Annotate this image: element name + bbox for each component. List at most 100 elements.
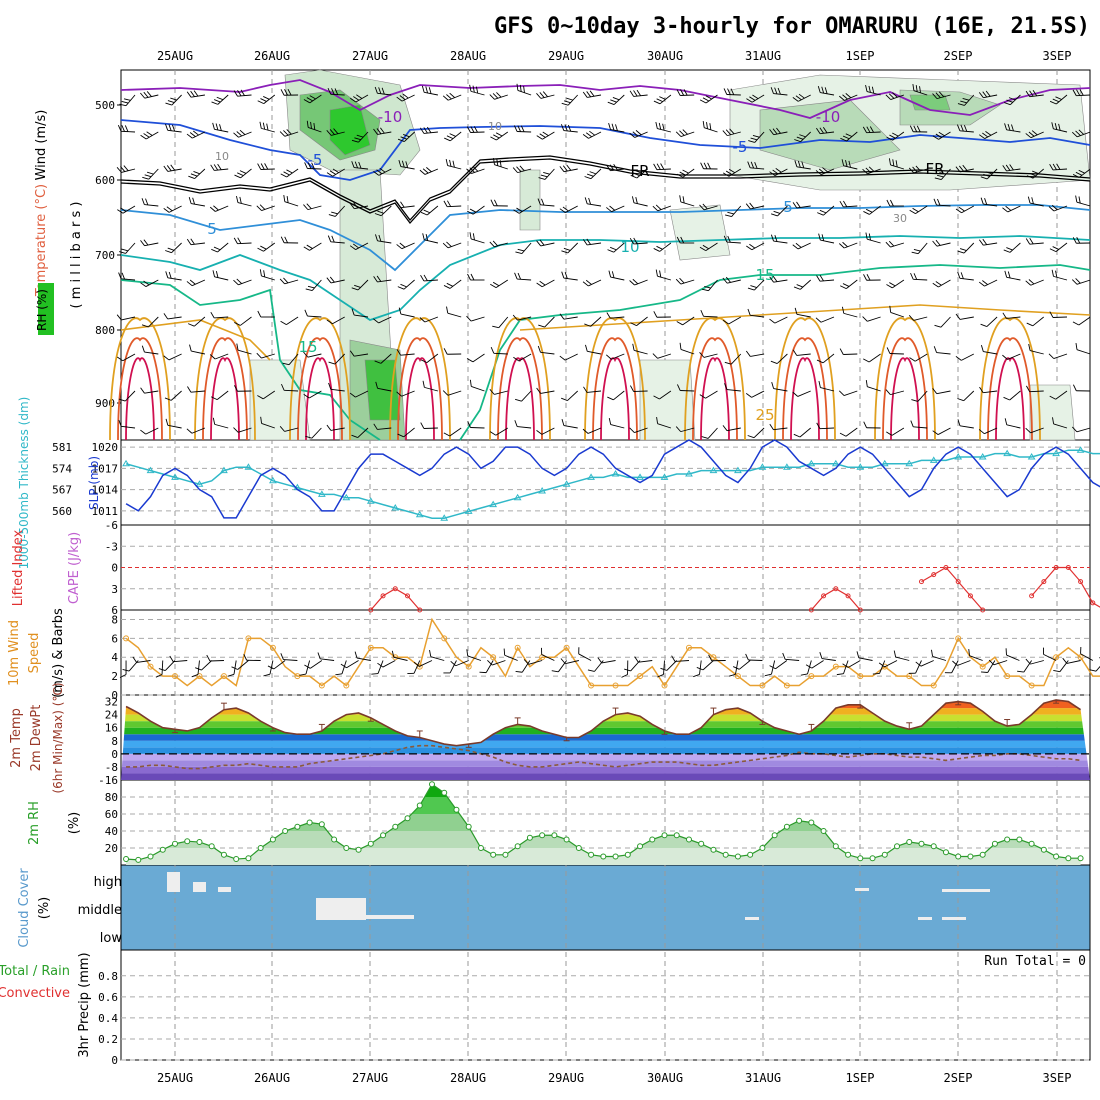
wind10-point [955,635,962,642]
upper-wind-barb [838,390,858,396]
rh-point [1065,855,1072,862]
upper-wind-barb [536,131,555,140]
li-point [1090,600,1096,606]
temp-tick-label: 16 [105,722,118,735]
upper-wind-barb [187,316,206,327]
ylabel-temperature: Temperature (°C) [34,184,49,297]
rh-point [123,856,130,863]
ylabel-2m-dewpt: 2m DewPt [29,705,44,772]
rh-point [857,855,864,862]
rh-point [318,821,325,828]
upper-wind-barb [910,272,928,281]
thickness-point [880,459,889,467]
warm-isotherm-loop [584,317,646,441]
warm-isotherm-loop [600,357,630,441]
upper-wind-barb [770,205,788,217]
upper-wind-barb [257,242,276,252]
rh-point [392,823,399,830]
ylabel-2m-rh: 2m RH [27,801,42,845]
upper-wind-barb [561,419,578,429]
upper-wind-barb [932,131,951,140]
thickness-point [1027,453,1036,460]
cloud-bar [745,917,759,920]
thickness-point [538,487,547,494]
upper-wind-barb [584,316,602,327]
rh-point [1028,840,1035,847]
upper-wind-barb [536,279,555,288]
thickness-point [464,507,473,514]
thickness-point [636,473,644,480]
wind10-point [685,644,692,651]
rh-point [526,834,533,841]
rh-point [600,853,607,860]
upper-wind-barb [1025,279,1044,286]
upper-wind-barb [443,279,462,289]
rh-point [428,781,435,788]
upper-wind-barb [442,241,462,249]
upper-wind-barb [466,315,485,322]
upper-wind-barb [141,316,159,328]
thickness-point [831,459,840,467]
upper-wind-barb [582,90,602,98]
cloud-bar [193,882,206,892]
ylabel-speed: Speed [27,633,42,674]
surface-wind-barb [988,659,1008,666]
rh-point [624,851,631,858]
wind10-point [661,682,668,689]
ylabel-wind: Wind (m/s) [34,110,49,181]
upper-wind-barb [1073,384,1091,392]
upper-wind-barb [978,90,998,99]
upper-wind-barb [257,310,275,318]
upper-wind-barb [909,125,928,133]
y-tick-label: 20 [105,842,118,855]
top-date-label: 30AUG [647,49,683,63]
ylabel-cloud-percent: (%) [37,897,52,920]
rh-point [808,819,815,826]
isotherm-5 [120,204,1091,272]
upper-wind-barb [211,242,229,253]
rh-point [172,840,178,847]
upper-wind-barb [656,416,672,429]
upper-wind-barb [630,168,648,179]
surface-wind-barb [1005,648,1020,661]
upper-wind-barb [863,353,881,363]
upper-wind-barb [955,164,974,173]
surface-wind-barb [429,649,445,661]
thickness-point [978,453,987,460]
rh-shading [329,104,371,156]
upper-wind-barb [745,202,765,210]
upper-wind-barb [163,164,182,172]
upper-wind-barb [908,165,928,174]
warm-isotherm-loop [592,337,638,441]
upper-wind-barb [257,163,275,170]
upper-wind-barb [724,353,742,365]
rh-shading [639,359,696,441]
rh-point [894,843,901,850]
temp-band [121,760,1090,767]
upper-wind-barb [886,427,905,436]
wind10-point [147,663,154,670]
upper-wind-barb [469,84,485,96]
warm-isotherm-loop [297,337,343,441]
upper-wind-barb [210,311,229,319]
rh-point [1016,836,1023,843]
wind10-point [563,644,570,651]
upper-wind-barb [1071,426,1091,433]
rh-point [367,840,374,847]
surface-wind-barb [158,660,176,672]
upper-wind-barb [980,316,998,327]
thickness-point [391,504,400,511]
upper-wind-barb [444,131,462,142]
rh-point [1053,853,1060,860]
upper-wind-barb [326,276,345,284]
upper-wind-barb [886,131,905,141]
bottom-date-label: 2SEP [944,1071,973,1085]
upper-wind-barb [559,313,578,320]
li-point [1029,593,1035,599]
contour-label: -5 [733,138,748,156]
upper-wind-barb [559,353,578,361]
contour-label: FR [630,162,649,180]
wind10-point [734,673,741,680]
upper-wind-barb [304,162,322,170]
upper-wind-barb [165,123,182,133]
